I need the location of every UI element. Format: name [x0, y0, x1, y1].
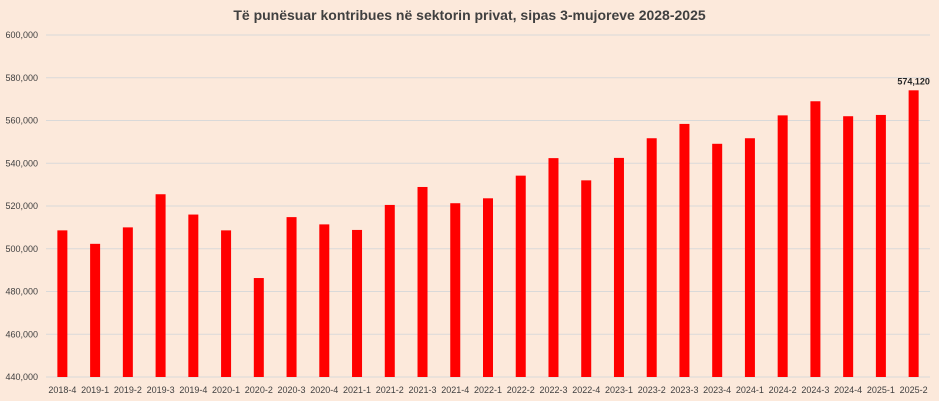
bar — [515, 175, 526, 377]
x-tick-label: 2023-2 — [638, 385, 666, 395]
y-tick-label: 460,000 — [5, 329, 38, 339]
bar — [57, 230, 68, 377]
bar — [483, 198, 493, 377]
x-tick-label: 2019-2 — [114, 385, 142, 395]
x-tick-label: 2021-2 — [376, 385, 404, 395]
bar — [286, 217, 297, 377]
x-tick-label: 2019-4 — [179, 385, 207, 395]
x-tick-label: 2021-3 — [409, 385, 437, 395]
x-tick-label: 2020-2 — [245, 385, 273, 395]
bar — [155, 194, 166, 377]
y-axis-tick-labels: 440,000 460,000 480,000 500,000 520,000 540,0… — [5, 30, 38, 382]
y-tick-label: 560,000 — [5, 116, 38, 126]
bar — [679, 123, 690, 377]
bar — [417, 186, 428, 377]
x-tick-label: 2024-2 — [769, 385, 797, 395]
bar — [810, 101, 821, 377]
x-tick-label: 2023-1 — [605, 385, 633, 395]
y-tick-label: 580,000 — [5, 73, 38, 83]
x-tick-label: 2022-4 — [572, 385, 600, 395]
y-tick-label: 600,000 — [5, 30, 38, 40]
bar — [352, 229, 363, 377]
bar — [450, 203, 461, 377]
y-tick-label: 480,000 — [5, 287, 38, 297]
bar — [122, 227, 133, 377]
x-tick-label: 2024-3 — [801, 385, 829, 395]
data-label: 574,120 — [897, 76, 930, 86]
bar — [384, 204, 395, 377]
chart-title: Të punësuar kontribues në sektorin priva… — [233, 7, 706, 23]
x-tick-label: 2021-1 — [343, 385, 371, 395]
bar — [646, 138, 657, 377]
bar — [908, 90, 919, 378]
bar — [875, 114, 886, 377]
x-tick-label: 2022-1 — [474, 385, 502, 395]
x-tick-label: 2019-1 — [81, 385, 109, 395]
y-tick-label: 440,000 — [5, 372, 38, 382]
bar — [744, 138, 755, 377]
bar — [90, 243, 101, 377]
bar — [777, 115, 788, 378]
bars — [57, 90, 919, 378]
data-labels: 574,120 — [897, 76, 930, 86]
x-tick-label: 2021-4 — [441, 385, 469, 395]
x-tick-label: 2020-1 — [212, 385, 240, 395]
bar — [319, 224, 330, 377]
bar — [581, 180, 592, 377]
x-tick-label: 2024-4 — [834, 385, 862, 395]
bar — [188, 214, 199, 377]
x-tick-label: 2024-1 — [736, 385, 764, 395]
bar — [253, 278, 264, 377]
y-tick-label: 540,000 — [5, 158, 38, 168]
y-tick-label: 520,000 — [5, 201, 38, 211]
x-tick-label: 2022-3 — [539, 385, 567, 395]
y-tick-label: 500,000 — [5, 244, 38, 254]
bar — [843, 116, 854, 377]
bar — [712, 143, 723, 377]
x-tick-label: 2020-3 — [278, 385, 306, 395]
x-tick-label: 2020-4 — [310, 385, 338, 395]
x-tick-label: 2018-4 — [48, 385, 76, 395]
bar — [221, 230, 232, 377]
bar — [548, 158, 559, 377]
x-tick-label: 2022-2 — [507, 385, 535, 395]
x-tick-label: 2025-2 — [900, 385, 928, 395]
x-tick-label: 2023-4 — [703, 385, 731, 395]
x-tick-label: 2023-3 — [670, 385, 698, 395]
bar — [613, 157, 624, 377]
x-tick-label: 2025-1 — [867, 385, 895, 395]
x-tick-label: 2019-3 — [147, 385, 175, 395]
x-axis-tick-labels: 2018-4 2019-1 2019-2 2019-3 2019-4 2020-1 2020… — [48, 385, 927, 395]
